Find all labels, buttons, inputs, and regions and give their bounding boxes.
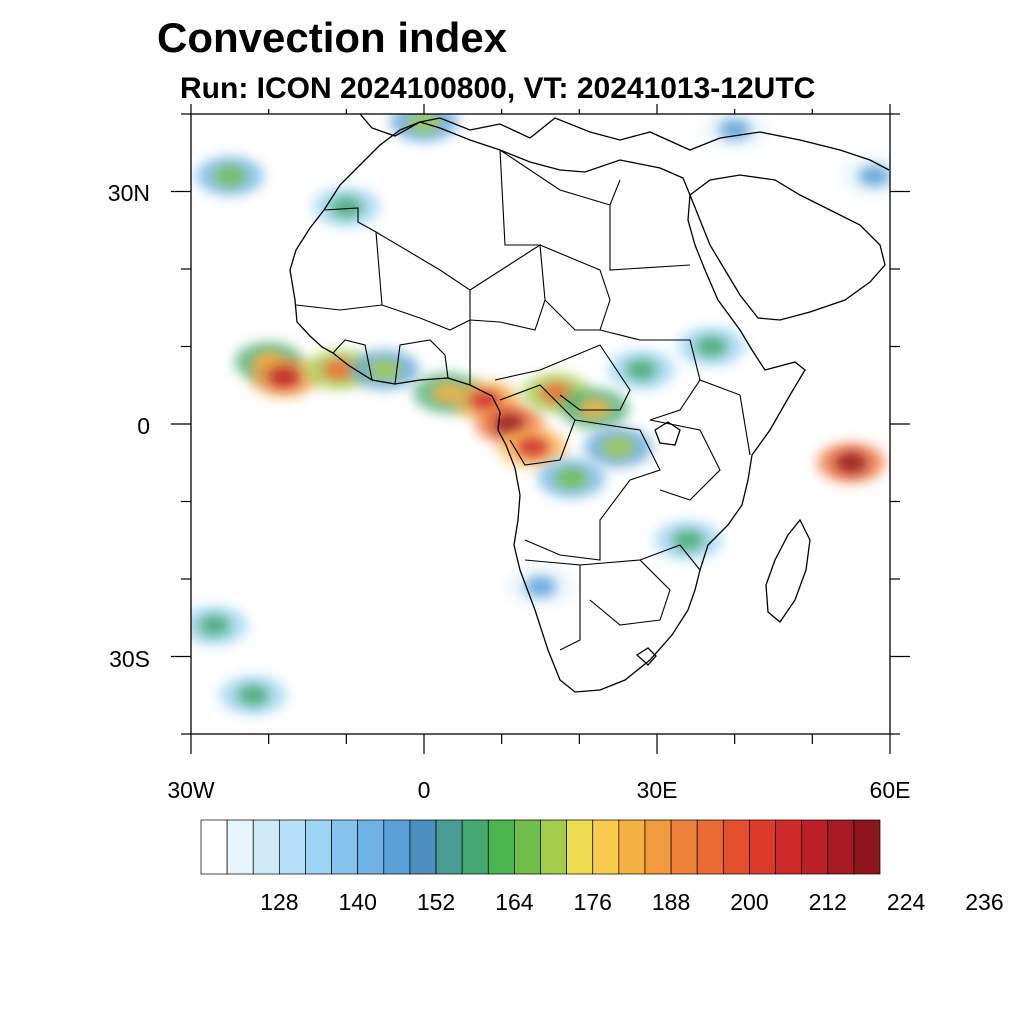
colorbar-box [827, 819, 855, 875]
colorbar-box [357, 819, 385, 875]
coastlines-and-borders [289, 114, 890, 693]
lesotho [635, 647, 657, 666]
colorbar-box [200, 819, 228, 875]
convection-cell-core [369, 359, 402, 380]
colorbar-box [592, 819, 620, 875]
europe-coastline [359, 114, 890, 171]
colorbar-box [331, 819, 359, 875]
colorbar-box [487, 819, 515, 875]
convection-cell-core [470, 390, 503, 411]
convection-cell-core [524, 576, 557, 597]
colorbar-label: 200 [730, 889, 769, 915]
colorbar-label: 212 [808, 889, 847, 915]
convection-cell-core [858, 166, 890, 186]
convection-cell-core [237, 685, 270, 706]
convection-cell-core [555, 468, 588, 489]
convection-cell-core [516, 437, 549, 458]
colorbar [200, 819, 881, 875]
colorbar-label: 140 [338, 889, 377, 915]
colorbar-label: 236 [965, 889, 1004, 915]
colorbar-label: 176 [573, 889, 612, 915]
colorbar-box [670, 819, 698, 875]
convection-cell-core [493, 414, 526, 434]
x-tick-label-0: 0 [417, 777, 431, 803]
colorbar-box [514, 819, 541, 875]
colorbar-box [618, 819, 646, 875]
colorbar-box [696, 819, 724, 875]
colorbar-box [853, 819, 881, 875]
convection-cell-core [330, 197, 363, 217]
plot-title: Convection index [157, 14, 508, 61]
convection-cell-core [213, 166, 246, 186]
convection-cell-core [695, 336, 728, 357]
y-tick-label-30n: 30N [107, 180, 150, 206]
colorbar-box [305, 819, 332, 875]
x-tick-label-60e: 60E [869, 777, 911, 803]
plot-subtitle: Run: ICON 2024100800, VT: 20241013-12UTC [180, 72, 816, 105]
madagascar-coastline [765, 518, 811, 623]
colorbar-label: 164 [495, 889, 534, 915]
colorbar-label: 188 [651, 889, 691, 915]
colorbar-box [226, 819, 254, 875]
colorbar-box [566, 819, 594, 875]
colorbar-box [409, 819, 437, 875]
convection-cell-core [625, 359, 658, 380]
convection-cell-core [672, 530, 705, 551]
colorbar-box [383, 819, 411, 875]
x-tick-label-30w: 30W [167, 777, 215, 803]
colorbar-box [749, 819, 776, 875]
convection-cell-core [322, 359, 355, 380]
colorbar-label: 152 [416, 889, 456, 915]
convection-cell-core [718, 119, 751, 140]
colorbar-box [461, 819, 489, 875]
colorbar-box [644, 819, 672, 875]
colorbar-box [722, 819, 750, 875]
axis-ticks [171, 104, 910, 754]
colorbar-box [252, 819, 280, 875]
country-borders [295, 149, 751, 651]
colorbar-label: 224 [886, 889, 926, 915]
colorbar-box [540, 819, 567, 875]
colorbar-label: 128 [260, 889, 299, 915]
colorbar-box [775, 819, 803, 875]
colorbar-box [801, 819, 829, 875]
colorbar-box [278, 819, 306, 875]
y-tick-label-30s: 30S [109, 646, 150, 672]
x-tick-label-30e: 30E [636, 777, 678, 803]
convection-cell-core [578, 398, 611, 419]
y-tick-label-0: 0 [137, 413, 150, 439]
convection-cell-core [602, 437, 635, 458]
convection-cell-core [268, 367, 301, 388]
arabia-coastline [689, 174, 886, 321]
convection-cell-core [198, 615, 231, 636]
convection-cell-core [835, 452, 868, 473]
colorbar-box [435, 819, 463, 875]
